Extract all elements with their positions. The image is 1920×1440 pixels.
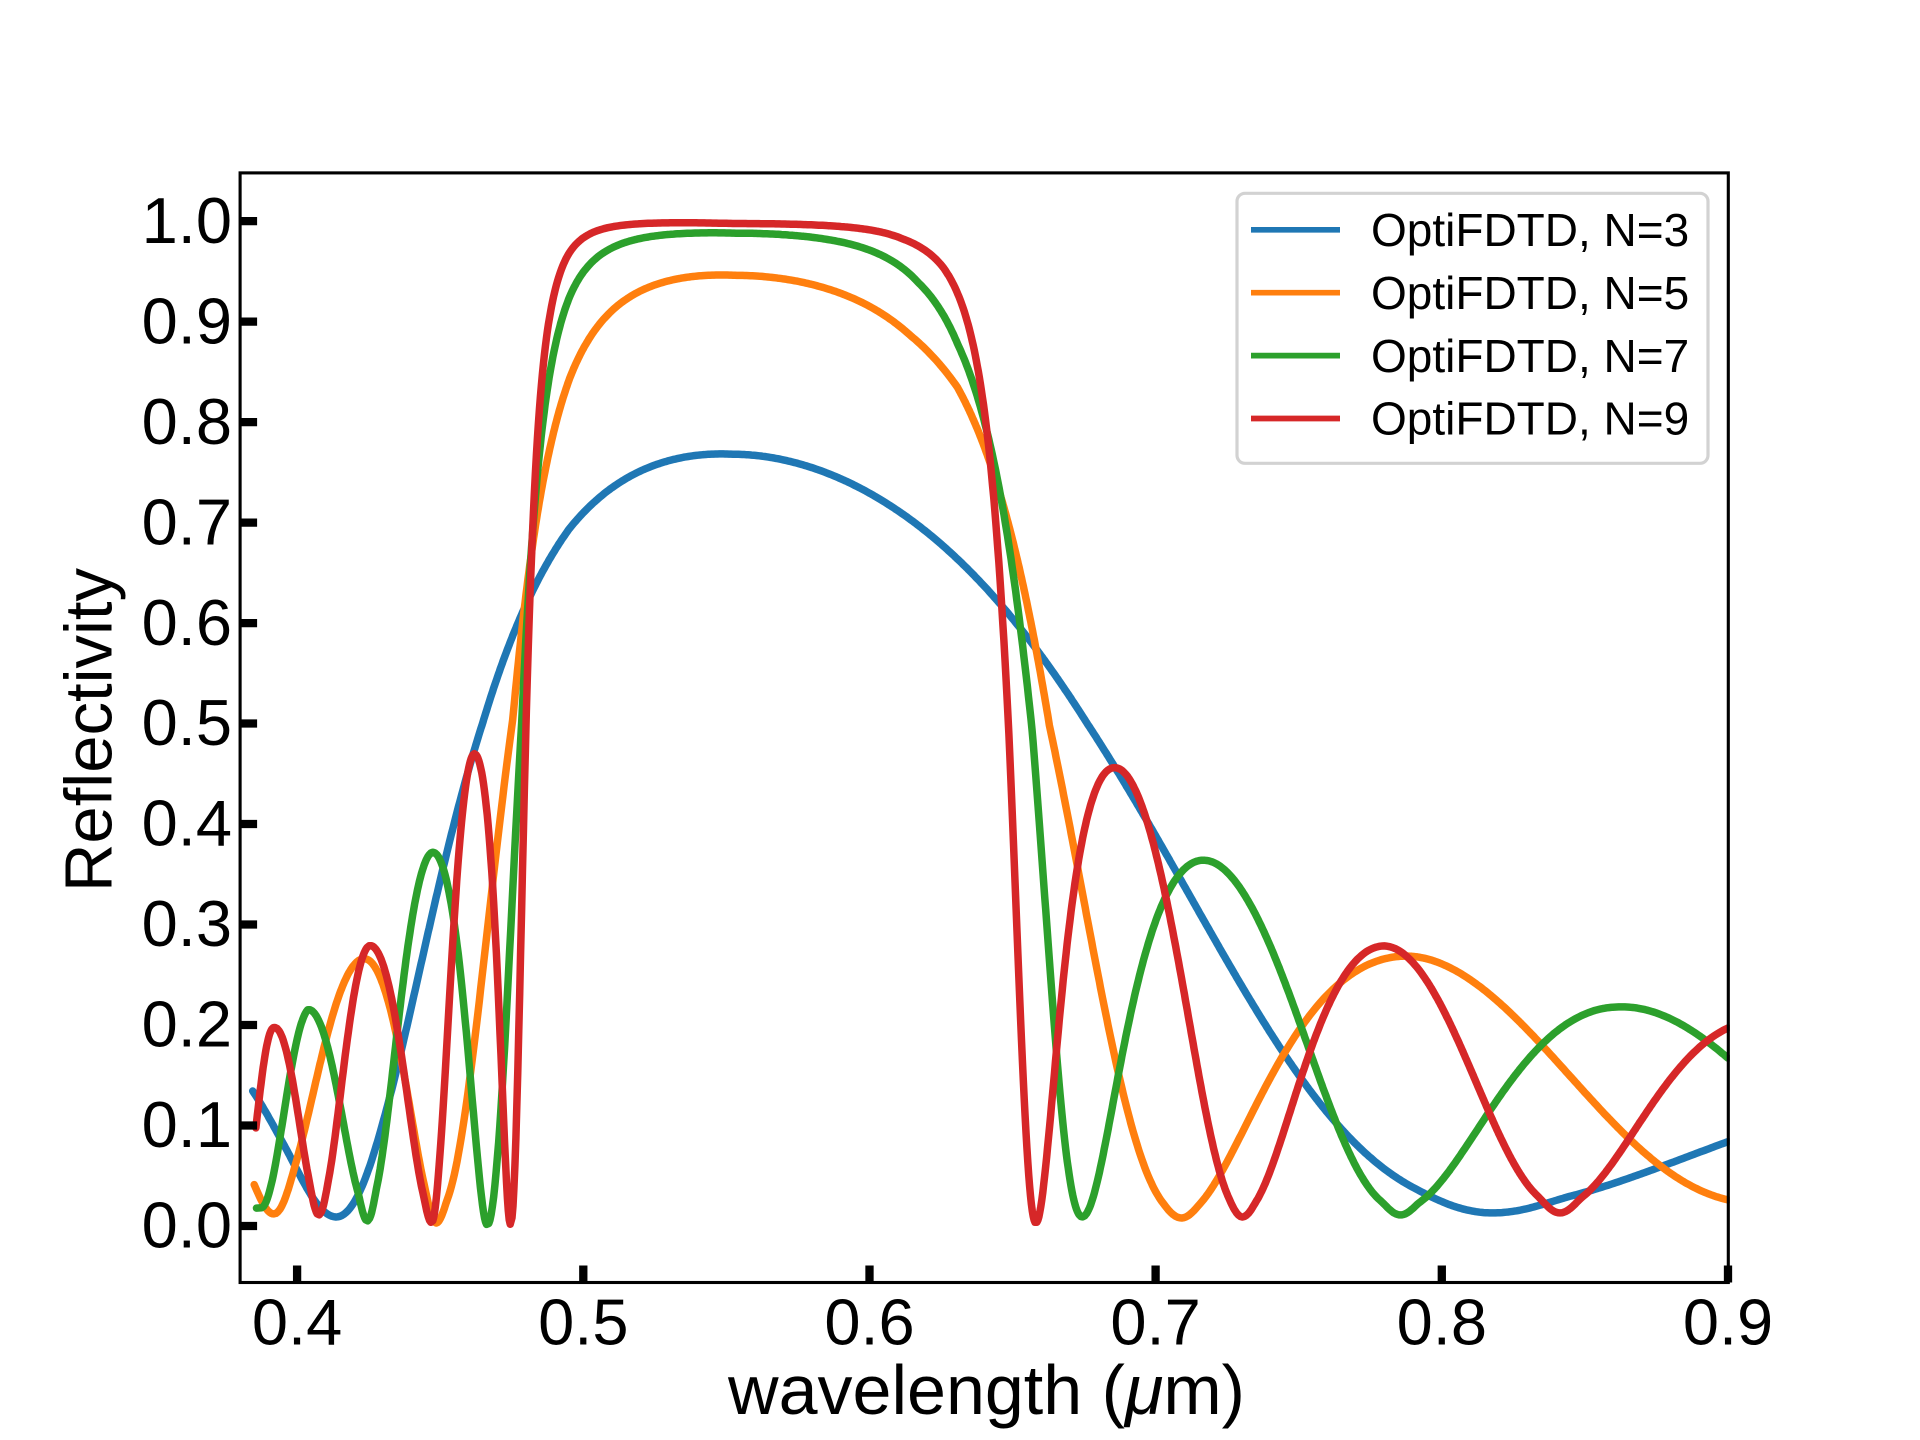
- svg-text:0.1: 0.1: [142, 1088, 232, 1161]
- svg-text:0.6: 0.6: [824, 1285, 914, 1358]
- svg-text:OptiFDTD, N=3: OptiFDTD, N=3: [1371, 204, 1689, 256]
- svg-text:wavelength (μm): wavelength (μm): [727, 1351, 1245, 1429]
- svg-text:0.0: 0.0: [142, 1189, 232, 1262]
- svg-text:0.9: 0.9: [142, 284, 232, 357]
- svg-text:Reflectivity: Reflectivity: [52, 568, 127, 892]
- svg-text:0.2: 0.2: [142, 988, 232, 1061]
- svg-text:OptiFDTD, N=5: OptiFDTD, N=5: [1371, 267, 1689, 319]
- svg-text:0.7: 0.7: [1110, 1285, 1200, 1358]
- svg-text:0.4: 0.4: [252, 1285, 342, 1358]
- svg-text:0.5: 0.5: [142, 686, 232, 759]
- svg-text:0.7: 0.7: [142, 485, 232, 558]
- svg-text:0.6: 0.6: [142, 586, 232, 659]
- svg-text:OptiFDTD, N=9: OptiFDTD, N=9: [1371, 393, 1689, 445]
- svg-text:OptiFDTD, N=7: OptiFDTD, N=7: [1371, 330, 1689, 382]
- svg-text:0.8: 0.8: [1397, 1285, 1487, 1358]
- svg-text:0.9: 0.9: [1683, 1285, 1773, 1358]
- svg-text:1.0: 1.0: [142, 184, 232, 257]
- svg-text:0.4: 0.4: [142, 787, 232, 860]
- svg-text:0.3: 0.3: [142, 887, 232, 960]
- svg-text:0.5: 0.5: [538, 1285, 628, 1358]
- svg-text:0.8: 0.8: [142, 385, 232, 458]
